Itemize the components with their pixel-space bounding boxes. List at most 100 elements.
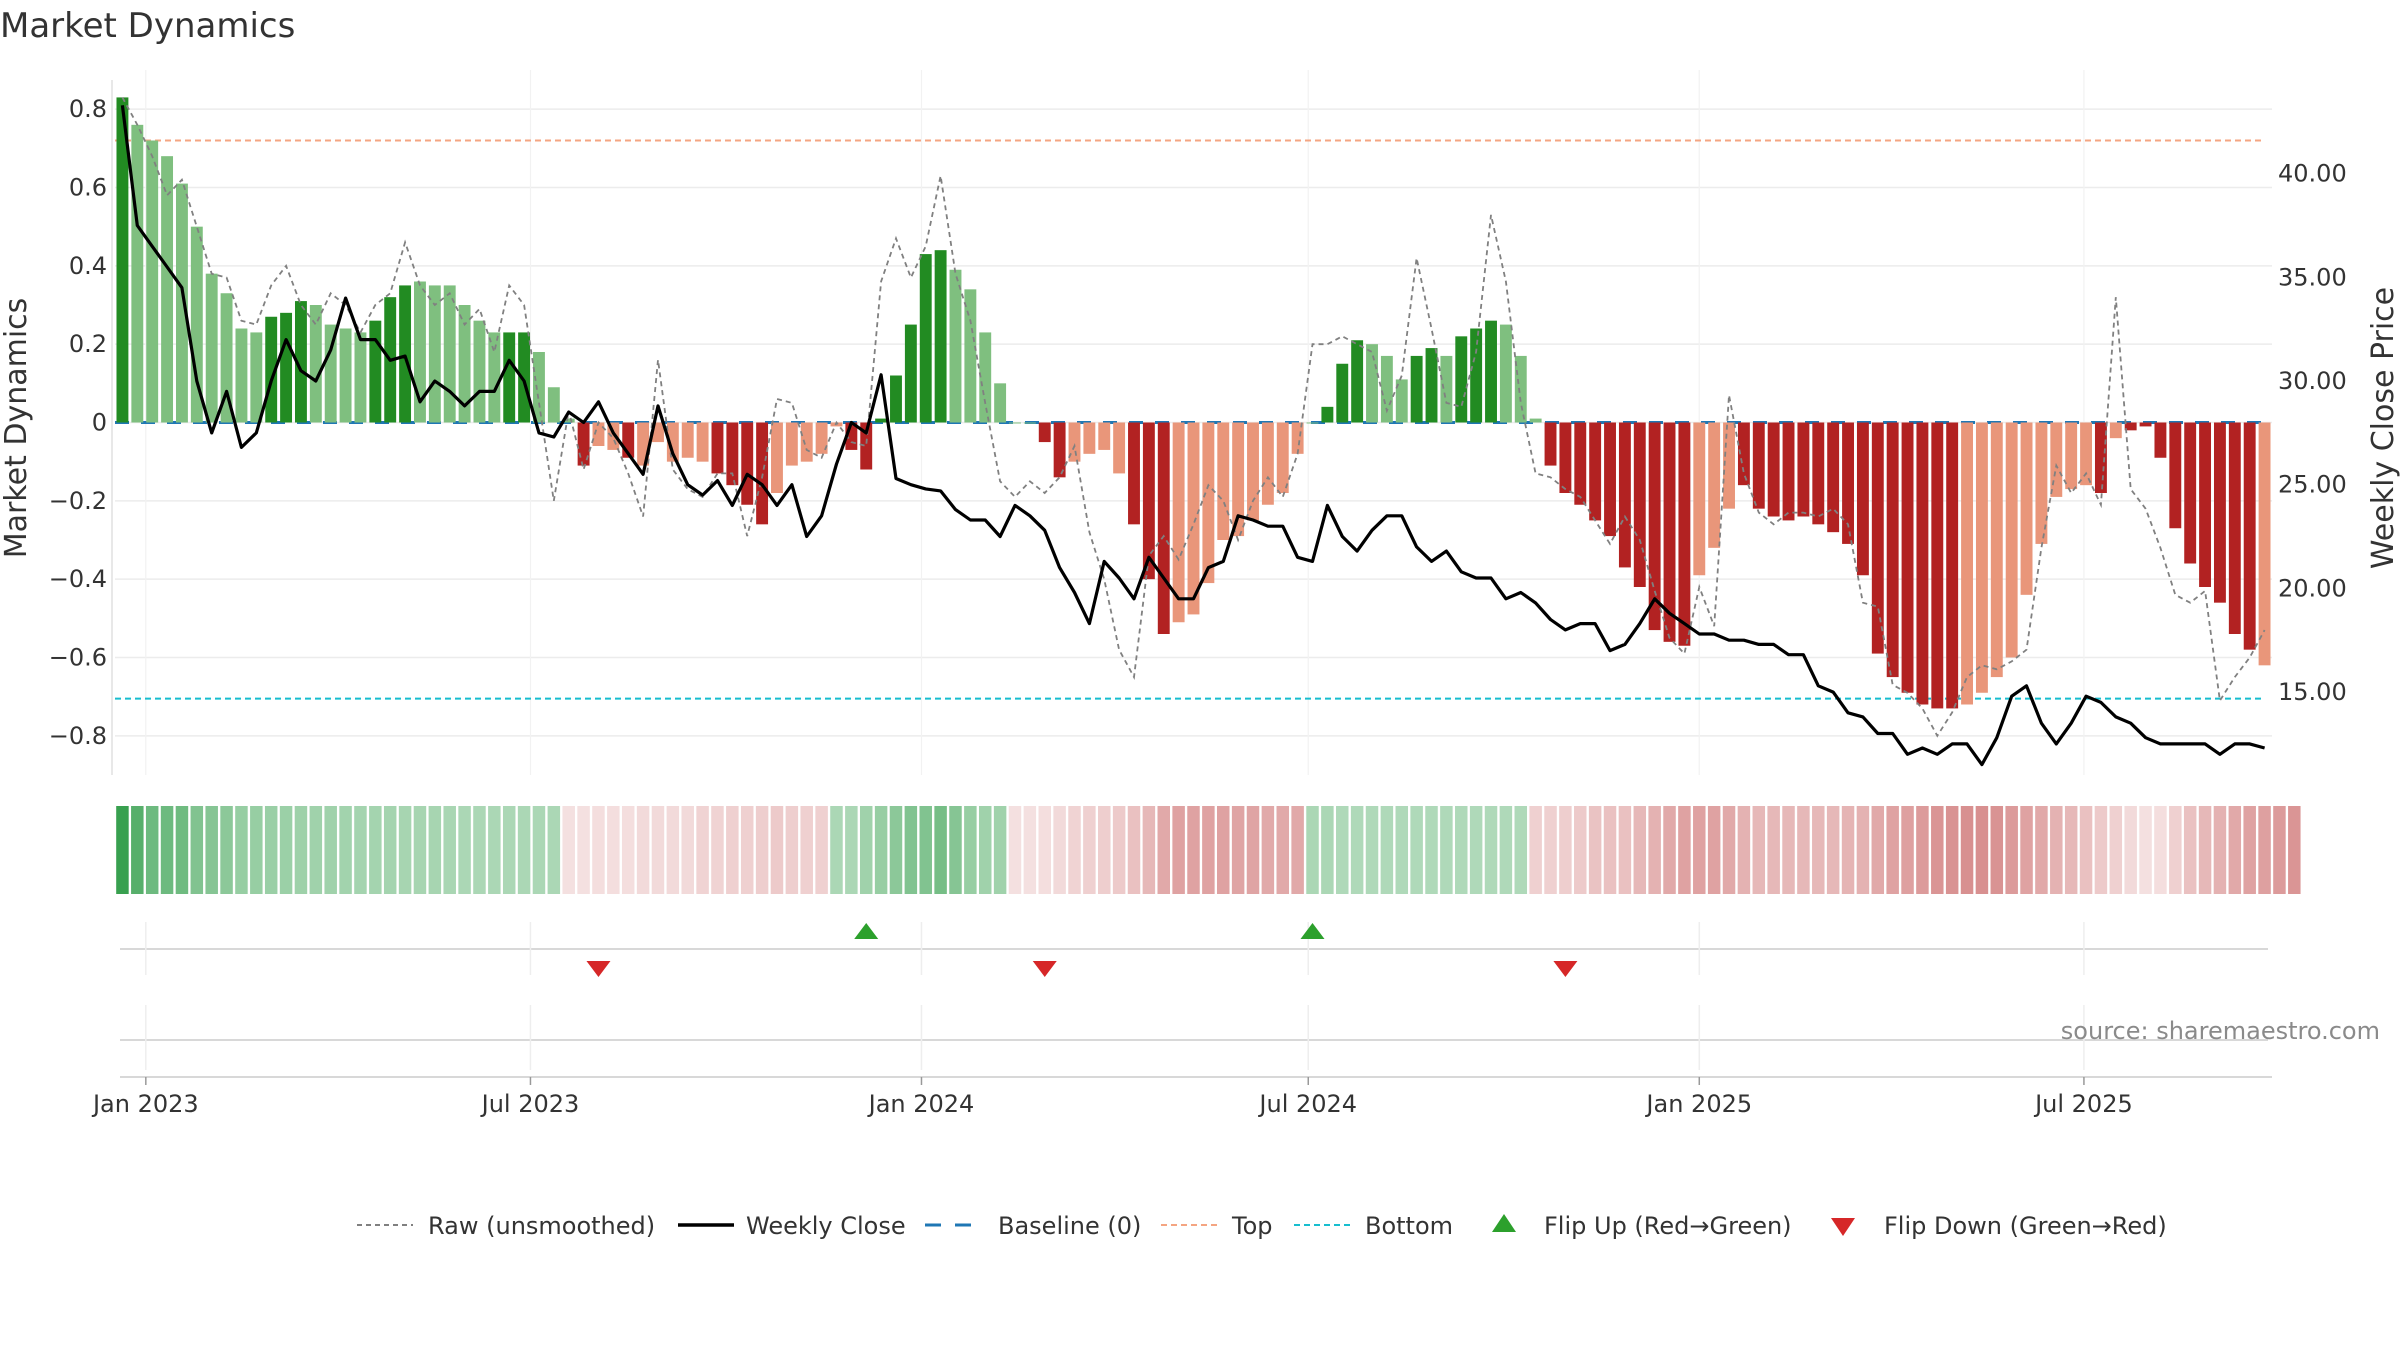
- dynamics-bar: [1767, 422, 1780, 517]
- dynamics-bar: [1470, 328, 1483, 423]
- sentiment-cell: [919, 806, 932, 894]
- sentiment-cell: [1291, 806, 1304, 894]
- sentiment-cell: [1157, 806, 1170, 894]
- sentiment-cell: [1112, 806, 1126, 894]
- dynamics-bar: [1946, 422, 1959, 709]
- sentiment-cell: [413, 806, 427, 894]
- dynamics-bar: [1604, 422, 1616, 537]
- sentiment-cell: [1217, 806, 1230, 894]
- sentiment-cell: [755, 806, 769, 894]
- dynamics-bar: [1648, 422, 1661, 631]
- dynamics-bar: [726, 422, 739, 486]
- sentiment-cell: [1737, 806, 1751, 894]
- y-left-tick-label: 0.6: [69, 174, 107, 202]
- dynamics-bar: [473, 320, 486, 423]
- sentiment-cell: [785, 806, 799, 894]
- sentiment-cell: [1916, 806, 1929, 894]
- dynamics-bar: [533, 352, 545, 423]
- sentiment-cell: [889, 806, 903, 894]
- dynamics-bar: [1485, 320, 1497, 423]
- dynamics-bar: [1975, 422, 1988, 693]
- sentiment-cell: [324, 806, 337, 894]
- legend-label: Flip Down (Green→Red): [1884, 1212, 2167, 1240]
- dynamics-bar: [2199, 422, 2212, 587]
- dynamics-bar: [220, 293, 233, 423]
- sentiment-cell: [2005, 806, 2018, 894]
- dynamics-bar: [934, 250, 947, 423]
- dynamics-bar: [488, 332, 501, 423]
- dynamics-bar: [1410, 355, 1423, 423]
- sentiment-cell: [294, 806, 308, 894]
- sentiment-cell: [800, 806, 813, 894]
- sentiment-cell: [1142, 806, 1156, 894]
- dynamics-bar: [637, 422, 650, 466]
- dynamics-bar: [711, 422, 724, 474]
- dynamics-bar: [1559, 422, 1572, 493]
- sentiment-cell: [770, 806, 784, 894]
- x-tick-label: Jul 2025: [2033, 1090, 2133, 1118]
- sentiment-cell: [1826, 806, 1840, 894]
- dynamics-bar: [1038, 422, 1051, 443]
- dynamics-bar: [1261, 422, 1274, 505]
- dynamics-bar: [756, 422, 769, 525]
- dynamics-bar: [161, 156, 174, 423]
- sentiment-cell: [1559, 806, 1572, 894]
- sentiment-cell: [264, 806, 278, 894]
- dynamics-bar: [131, 124, 144, 423]
- x-tick-label: Jan 2024: [867, 1090, 975, 1118]
- dynamics-bar: [577, 422, 590, 466]
- dynamics-bar: [280, 312, 293, 423]
- sentiment-cell: [458, 806, 471, 894]
- dynamics-bar: [562, 418, 575, 423]
- sentiment-cell: [2213, 806, 2227, 894]
- y-left-tick-label: 0.8: [69, 95, 107, 123]
- sentiment-cell: [1484, 806, 1498, 894]
- dynamics-bar: [2080, 422, 2093, 486]
- y-right-tick-label: 25.00: [2278, 471, 2347, 499]
- sentiment-cell: [993, 806, 1007, 894]
- sentiment-cell: [577, 806, 590, 894]
- sentiment-cell: [131, 806, 144, 894]
- sentiment-cell: [2169, 806, 2182, 894]
- dynamics-bar: [1618, 422, 1631, 568]
- dynamics-bar: [2213, 422, 2226, 603]
- legend-item: Baseline (0): [925, 1212, 1141, 1240]
- dynamics-bar: [2065, 422, 2078, 490]
- dynamics-bar: [1589, 422, 1602, 521]
- sentiment-cell: [250, 806, 263, 894]
- sentiment-cell: [1336, 806, 1349, 894]
- dynamics-bar: [339, 328, 352, 423]
- dynamics-bar: [904, 324, 917, 423]
- dynamics-bar: [2109, 422, 2122, 439]
- dynamics-bar: [1827, 422, 1840, 533]
- sentiment-cell: [1202, 806, 1215, 894]
- sentiment-cell: [1529, 806, 1542, 894]
- sentiment-cell: [1365, 806, 1379, 894]
- dynamics-bar: [890, 375, 902, 423]
- dynamics-bar: [919, 254, 932, 423]
- sentiment-cell: [1083, 806, 1096, 894]
- dynamics-bar: [1113, 422, 1126, 474]
- sentiment-cell: [443, 806, 456, 894]
- sentiment-cell: [2109, 806, 2123, 894]
- dynamics-bar: [860, 422, 873, 470]
- sentiment-cell: [2094, 806, 2108, 894]
- weekly-close-line: [120, 105, 2266, 767]
- y-right-tick-label: 15.00: [2278, 678, 2347, 706]
- sentiment-cell: [934, 806, 947, 894]
- dynamics-bar: [771, 422, 783, 493]
- sentiment-cell: [383, 806, 397, 894]
- sentiment-cell: [1901, 806, 1914, 894]
- sentiment-cell: [607, 806, 620, 894]
- y-right-tick-label: 40.00: [2278, 160, 2347, 188]
- dynamics-bar: [1797, 422, 1810, 517]
- dynamics-bar: [2035, 422, 2048, 544]
- dynamics-bar: [994, 383, 1007, 423]
- dynamics-bar: [2154, 422, 2167, 458]
- sentiment-cell: [1187, 806, 1200, 894]
- dynamics-bar: [1291, 422, 1304, 454]
- dynamics-bar: [2005, 422, 2018, 658]
- legend-label: Bottom: [1365, 1212, 1453, 1240]
- sentiment-cell: [116, 806, 129, 894]
- dynamics-bar: [1961, 422, 1973, 705]
